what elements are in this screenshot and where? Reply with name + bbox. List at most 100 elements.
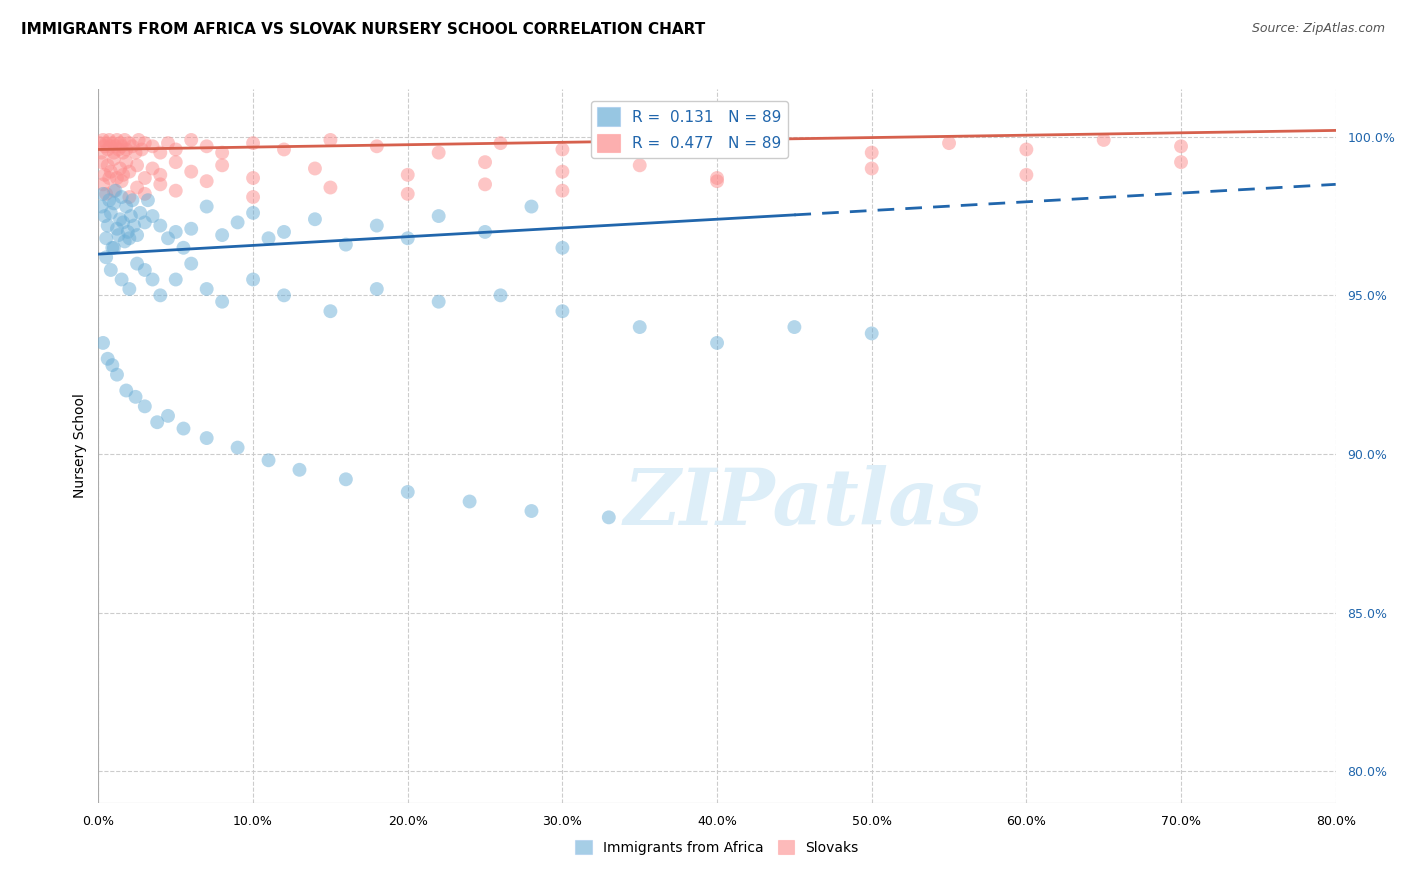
Point bbox=[91, 186, 114, 201]
Point bbox=[860, 161, 883, 176]
Point bbox=[91, 133, 114, 147]
Text: ZIPatlas: ZIPatlas bbox=[624, 465, 983, 541]
Point bbox=[103, 152, 125, 166]
Point bbox=[115, 155, 138, 169]
Point bbox=[149, 145, 172, 160]
Point bbox=[226, 441, 249, 455]
Point bbox=[98, 171, 121, 186]
Point bbox=[706, 139, 728, 153]
Point bbox=[938, 136, 960, 150]
Point bbox=[257, 453, 280, 467]
Point bbox=[111, 272, 134, 286]
Point bbox=[149, 178, 172, 192]
Point bbox=[706, 174, 728, 188]
Point bbox=[860, 326, 883, 341]
Point bbox=[1015, 168, 1038, 182]
Point bbox=[242, 136, 264, 150]
Point bbox=[121, 139, 143, 153]
Point bbox=[242, 171, 264, 186]
Point bbox=[628, 133, 651, 147]
Point bbox=[180, 164, 202, 178]
Point bbox=[105, 221, 128, 235]
Point bbox=[105, 368, 128, 382]
Point bbox=[1015, 143, 1038, 157]
Point bbox=[628, 158, 651, 172]
Point bbox=[124, 390, 146, 404]
Point bbox=[551, 241, 574, 255]
Point bbox=[157, 136, 180, 150]
Point bbox=[108, 136, 131, 150]
Point bbox=[304, 161, 326, 176]
Point bbox=[136, 193, 159, 207]
Point bbox=[551, 143, 574, 157]
Point bbox=[108, 161, 131, 176]
Point bbox=[142, 209, 165, 223]
Point bbox=[173, 241, 195, 255]
Point bbox=[211, 294, 233, 309]
Point bbox=[134, 136, 156, 150]
Y-axis label: Nursery School: Nursery School bbox=[73, 393, 87, 499]
Point bbox=[520, 200, 543, 214]
Point bbox=[427, 209, 450, 223]
Point bbox=[91, 178, 114, 192]
Point bbox=[242, 190, 264, 204]
Point bbox=[520, 504, 543, 518]
Point bbox=[112, 145, 135, 160]
Point bbox=[195, 174, 218, 188]
Point bbox=[114, 235, 136, 249]
Point bbox=[96, 136, 118, 150]
Point bbox=[783, 320, 806, 334]
Point bbox=[396, 485, 419, 500]
Point bbox=[257, 231, 280, 245]
Point bbox=[134, 400, 156, 414]
Point bbox=[112, 215, 135, 229]
Point bbox=[112, 168, 135, 182]
Point bbox=[335, 472, 357, 486]
Point bbox=[114, 133, 136, 147]
Point bbox=[101, 136, 124, 150]
Point bbox=[1170, 155, 1192, 169]
Point bbox=[103, 241, 125, 255]
Point bbox=[427, 145, 450, 160]
Point bbox=[458, 494, 481, 508]
Point bbox=[90, 200, 112, 214]
Point bbox=[96, 250, 118, 264]
Point bbox=[474, 155, 496, 169]
Point bbox=[118, 190, 141, 204]
Point bbox=[142, 272, 165, 286]
Point bbox=[93, 168, 115, 182]
Point bbox=[100, 206, 122, 220]
Point bbox=[103, 196, 125, 211]
Point bbox=[122, 219, 145, 233]
Point bbox=[195, 200, 218, 214]
Point bbox=[195, 282, 218, 296]
Point bbox=[149, 288, 172, 302]
Legend: Immigrants from Africa, Slovaks: Immigrants from Africa, Slovaks bbox=[569, 834, 865, 860]
Point bbox=[180, 257, 202, 271]
Point bbox=[118, 164, 141, 178]
Point bbox=[149, 219, 172, 233]
Point bbox=[107, 143, 129, 157]
Point bbox=[366, 282, 388, 296]
Point bbox=[489, 288, 512, 302]
Point bbox=[157, 409, 180, 423]
Point bbox=[180, 221, 202, 235]
Point bbox=[165, 184, 187, 198]
Point bbox=[489, 136, 512, 150]
Point bbox=[628, 320, 651, 334]
Point bbox=[97, 351, 120, 366]
Point bbox=[128, 133, 150, 147]
Point bbox=[131, 143, 153, 157]
Point bbox=[127, 158, 149, 172]
Point bbox=[121, 193, 143, 207]
Point bbox=[129, 206, 152, 220]
Point bbox=[117, 225, 139, 239]
Point bbox=[134, 171, 156, 186]
Point bbox=[195, 139, 218, 153]
Point bbox=[104, 139, 127, 153]
Point bbox=[149, 168, 172, 182]
Point bbox=[551, 304, 574, 318]
Point bbox=[396, 168, 419, 182]
Point bbox=[598, 510, 620, 524]
Point bbox=[165, 272, 187, 286]
